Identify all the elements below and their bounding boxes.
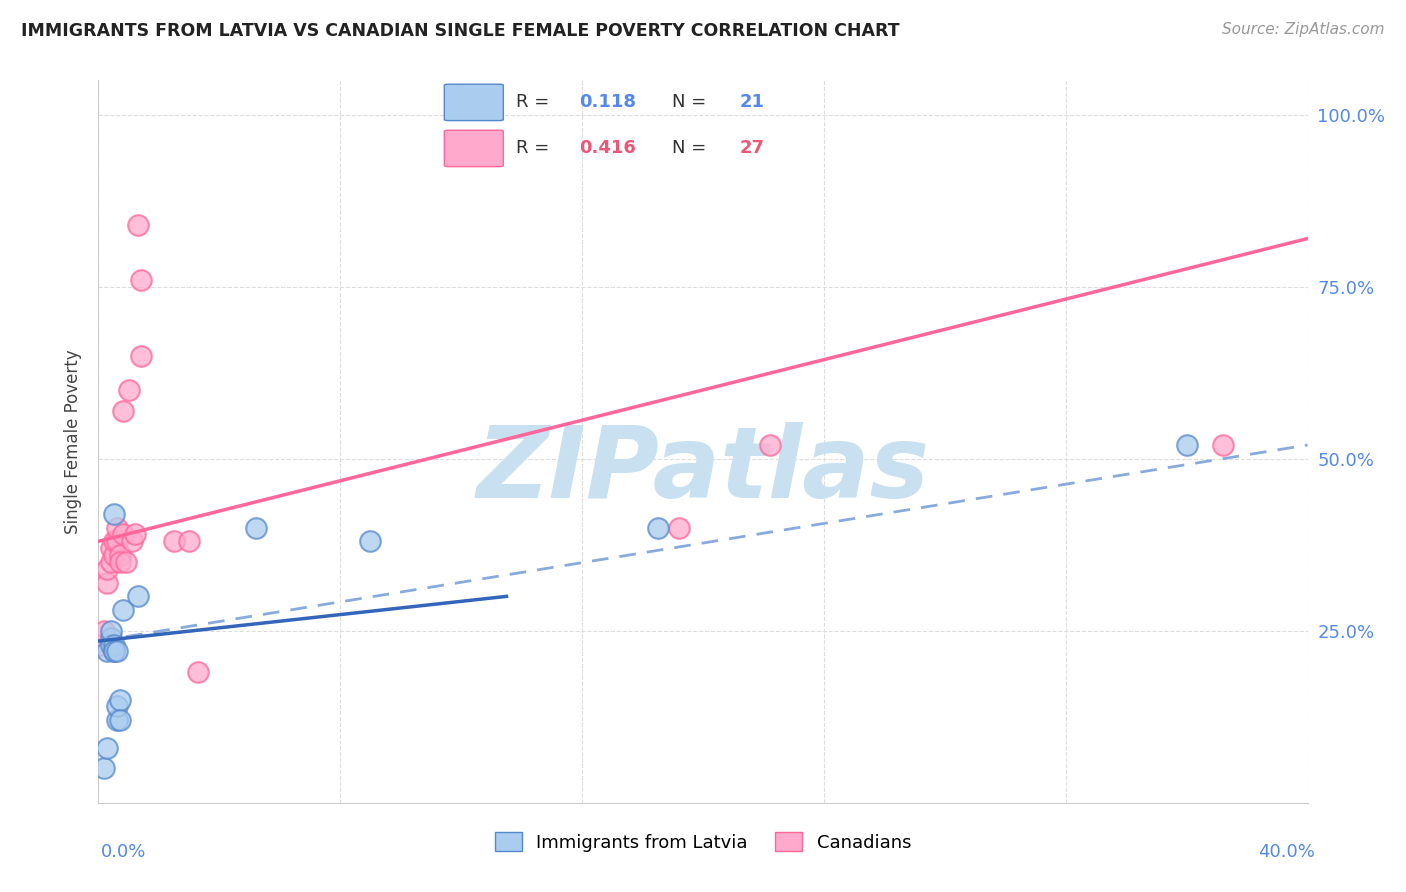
- Point: [121, 534, 143, 549]
- Point: [103, 534, 125, 549]
- Point: [105, 644, 128, 658]
- Point: [96, 562, 118, 576]
- Point: [108, 692, 131, 706]
- Point: [111, 403, 134, 417]
- Point: [163, 534, 186, 549]
- Point: [108, 713, 131, 727]
- Point: [108, 548, 131, 562]
- Text: 0.416: 0.416: [579, 139, 636, 157]
- Text: IMMIGRANTS FROM LATVIA VS CANADIAN SINGLE FEMALE POVERTY CORRELATION CHART: IMMIGRANTS FROM LATVIA VS CANADIAN SINGL…: [21, 22, 900, 40]
- Point: [100, 624, 122, 638]
- Text: N =: N =: [672, 94, 711, 112]
- Point: [647, 520, 669, 534]
- Point: [100, 631, 122, 645]
- Point: [360, 534, 382, 549]
- Point: [96, 644, 118, 658]
- Y-axis label: Single Female Poverty: Single Female Poverty: [65, 350, 83, 533]
- Text: ZIPatlas: ZIPatlas: [477, 422, 929, 519]
- Text: R =: R =: [516, 139, 555, 157]
- Point: [100, 541, 122, 556]
- Point: [668, 520, 690, 534]
- Point: [105, 713, 128, 727]
- Point: [124, 527, 146, 541]
- Point: [105, 534, 128, 549]
- Point: [103, 644, 125, 658]
- Text: R =: R =: [516, 94, 555, 112]
- Point: [245, 520, 267, 534]
- Point: [103, 548, 125, 562]
- Point: [1212, 438, 1234, 452]
- Point: [118, 383, 141, 397]
- Point: [103, 507, 125, 521]
- Point: [111, 603, 134, 617]
- Point: [103, 638, 125, 652]
- Text: 40.0%: 40.0%: [1258, 843, 1315, 861]
- Point: [111, 527, 134, 541]
- Point: [108, 555, 131, 569]
- Text: 21: 21: [740, 94, 765, 112]
- Point: [114, 555, 136, 569]
- Point: [179, 534, 201, 549]
- Point: [129, 349, 152, 363]
- Point: [105, 699, 128, 714]
- Text: N =: N =: [672, 139, 711, 157]
- Legend: Immigrants from Latvia, Canadians: Immigrants from Latvia, Canadians: [488, 825, 918, 859]
- Point: [100, 638, 122, 652]
- Point: [758, 438, 780, 452]
- Text: 0.0%: 0.0%: [101, 843, 146, 861]
- Point: [90, 638, 112, 652]
- Text: Source: ZipAtlas.com: Source: ZipAtlas.com: [1222, 22, 1385, 37]
- Text: 27: 27: [740, 139, 765, 157]
- FancyBboxPatch shape: [444, 130, 503, 167]
- Point: [187, 665, 209, 679]
- Point: [127, 590, 149, 604]
- Point: [96, 740, 118, 755]
- Point: [129, 273, 152, 287]
- Point: [96, 575, 118, 590]
- Point: [1175, 438, 1198, 452]
- Text: 0.118: 0.118: [579, 94, 637, 112]
- Point: [93, 624, 115, 638]
- Point: [127, 218, 149, 232]
- Point: [105, 520, 128, 534]
- Point: [93, 761, 115, 775]
- Point: [103, 644, 125, 658]
- Point: [100, 555, 122, 569]
- FancyBboxPatch shape: [444, 84, 503, 120]
